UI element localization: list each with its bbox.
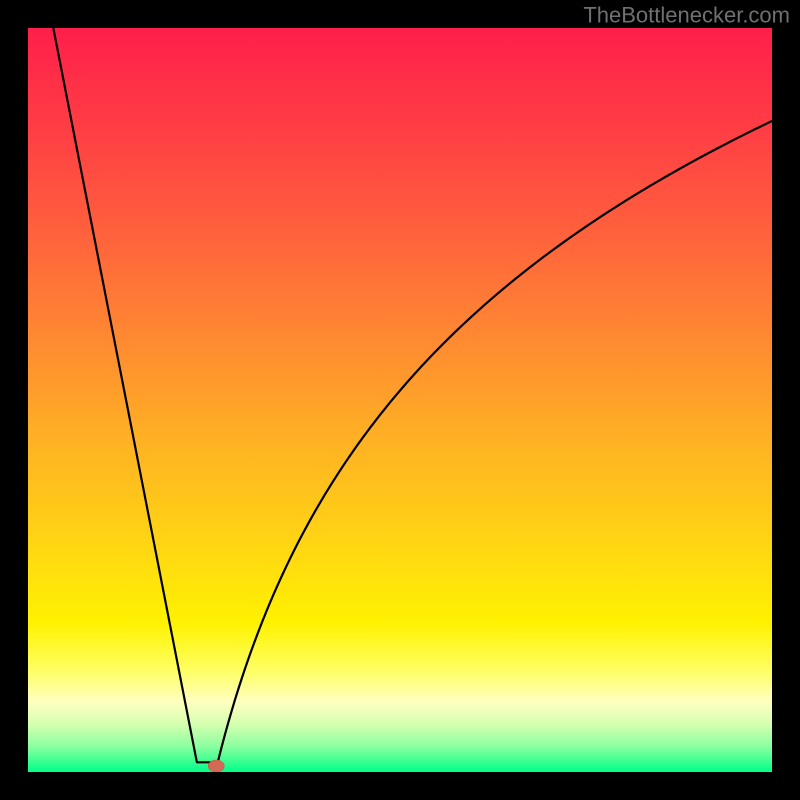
chart-background-gradient — [28, 28, 772, 772]
optimal-point-marker — [208, 760, 224, 772]
bottleneck-chart: TheBottlenecker.com — [0, 0, 800, 800]
watermark-text: TheBottlenecker.com — [583, 3, 790, 28]
chart-svg: TheBottlenecker.com — [0, 0, 800, 800]
